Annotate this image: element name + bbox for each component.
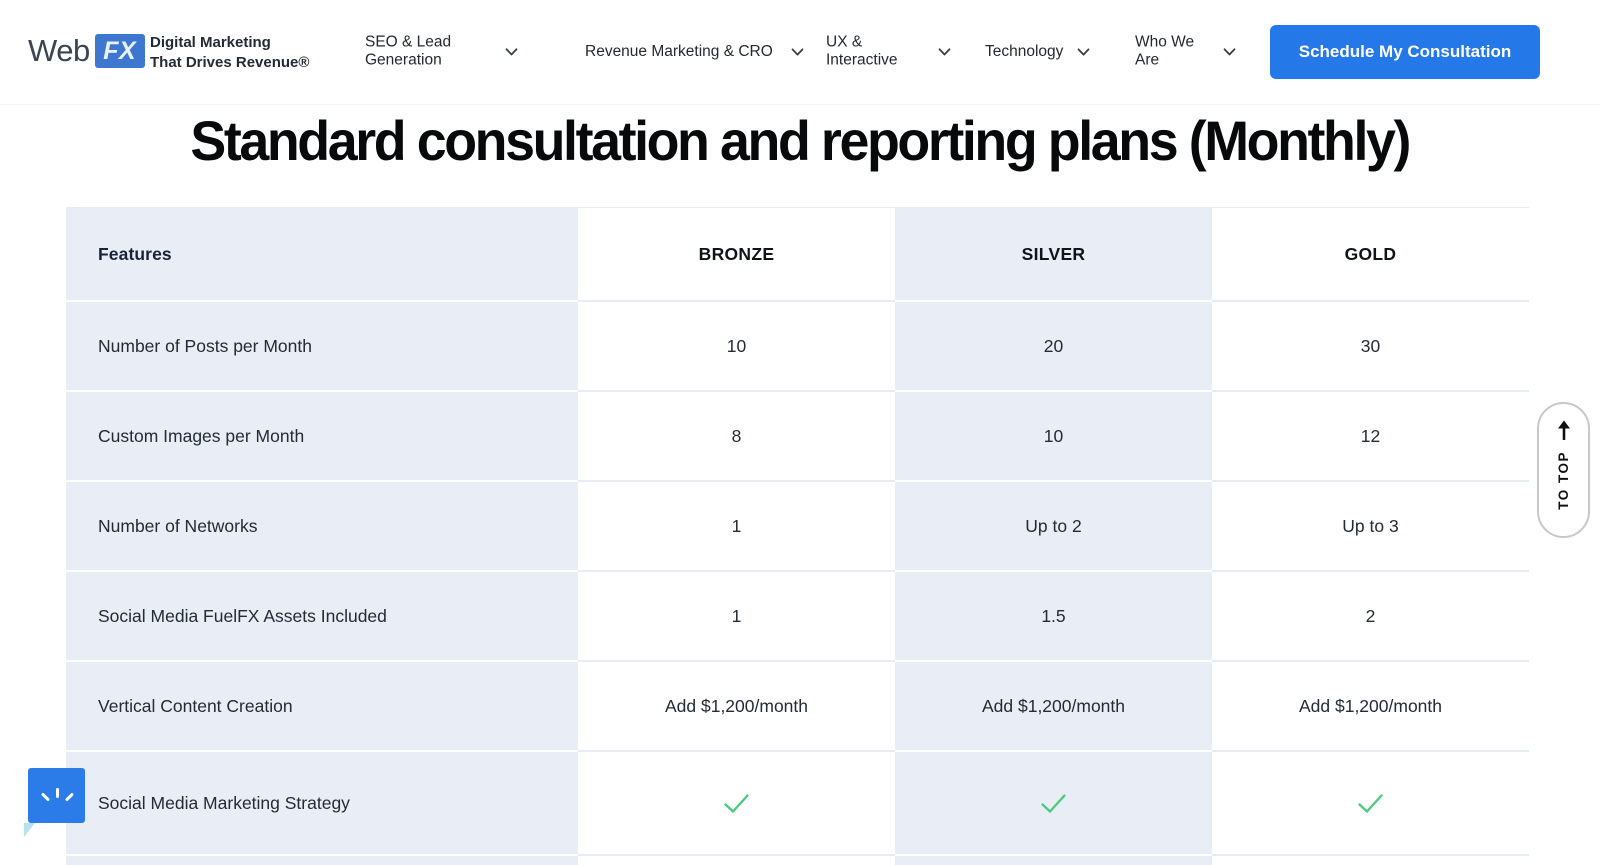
gold-value: 2 <box>1212 572 1529 662</box>
nav-item-technology[interactable]: Technology <box>985 43 1090 61</box>
pricing-comparison-table: Features BRONZE SILVER GOLD Number of Po… <box>66 207 1529 865</box>
nav-item-revenue-marketing-cro[interactable]: Revenue Marketing & CRO <box>585 43 804 61</box>
feature-label: Custom Images per Month <box>66 392 578 482</box>
chat-bubble-tail <box>24 823 35 837</box>
feature-label: Social Media Marketing Strategy <box>66 752 578 856</box>
webfx-logo[interactable]: Web FX <box>28 33 145 69</box>
schedule-consultation-button[interactable]: Schedule My Consultation <box>1270 25 1540 79</box>
partial-row-cell <box>1212 856 1529 865</box>
partial-row-cell <box>578 856 895 865</box>
checkmark-icon <box>1357 793 1384 814</box>
chevron-down-icon <box>791 48 804 57</box>
chevron-down-icon <box>505 48 518 57</box>
bronze-value: 8 <box>578 392 895 482</box>
feature-label: Number of Posts per Month <box>66 302 578 392</box>
feature-label: Vertical Content Creation <box>66 662 578 752</box>
nav-item-label: Revenue Marketing & CRO <box>585 42 773 60</box>
bronze-value <box>578 752 895 856</box>
silver-value: 10 <box>895 392 1212 482</box>
chat-typing-icon <box>40 787 74 804</box>
chevron-down-icon <box>1223 48 1236 57</box>
to-top-label: TO TOP <box>1556 451 1571 510</box>
checkmark-icon <box>1040 793 1067 814</box>
silver-value: Up to 2 <box>895 482 1212 572</box>
logo-fx-badge: FX <box>94 34 145 68</box>
brand-tagline: Digital Marketing That Drives Revenue® <box>150 33 309 72</box>
arrow-up-icon <box>1556 420 1572 445</box>
nav-item-seo-lead-generation[interactable]: SEO & Lead Generation <box>365 34 518 71</box>
tagline-line-1: Digital Marketing <box>150 34 271 51</box>
nav-item-label: UX & Interactive <box>826 33 898 69</box>
bronze-value: 10 <box>578 302 895 392</box>
page-title: Standard consultation and reporting plan… <box>190 109 1412 172</box>
bronze-value: 1 <box>578 572 895 662</box>
page-title-container: Standard consultation and reporting plan… <box>0 108 1600 173</box>
column-header-gold: GOLD <box>1212 208 1529 302</box>
feature-label: Social Media FuelFX Assets Included <box>66 572 578 662</box>
partial-row-cell <box>895 856 1212 865</box>
column-header-features: Features <box>66 208 578 302</box>
column-header-bronze: BRONZE <box>578 208 895 302</box>
logo-text-web: Web <box>28 33 90 68</box>
chat-widget-button[interactable] <box>24 768 85 837</box>
gold-value: 30 <box>1212 302 1529 392</box>
chevron-down-icon <box>1077 48 1090 57</box>
column-header-silver: SILVER <box>895 208 1212 302</box>
gold-value: 12 <box>1212 392 1529 482</box>
feature-label: Number of Networks <box>66 482 578 572</box>
silver-value: 20 <box>895 302 1212 392</box>
bronze-value: 1 <box>578 482 895 572</box>
chevron-down-icon <box>938 48 951 57</box>
silver-value: 1.5 <box>895 572 1212 662</box>
nav-item-label: Who We Are <box>1135 33 1195 69</box>
nav-item-label: SEO & Lead Generation <box>365 33 452 69</box>
partial-row-cell <box>66 856 578 865</box>
silver-value <box>895 752 1212 856</box>
top-navigation-bar: Web FX Digital Marketing That Drives Rev… <box>0 0 1600 104</box>
gold-value: Up to 3 <box>1212 482 1529 572</box>
nav-item-label: Technology <box>985 42 1064 60</box>
nav-item-ux-interactive[interactable]: UX & Interactive <box>826 34 951 71</box>
silver-value: Add $1,200/month <box>895 662 1212 752</box>
gold-value: Add $1,200/month <box>1212 662 1529 752</box>
gold-value <box>1212 752 1529 856</box>
tagline-line-2: That Drives Revenue® <box>150 53 310 71</box>
bronze-value: Add $1,200/month <box>578 662 895 752</box>
checkmark-icon <box>723 793 750 814</box>
nav-item-who-we-are[interactable]: Who We Are <box>1135 34 1236 71</box>
back-to-top-button[interactable]: TO TOP <box>1537 402 1590 538</box>
